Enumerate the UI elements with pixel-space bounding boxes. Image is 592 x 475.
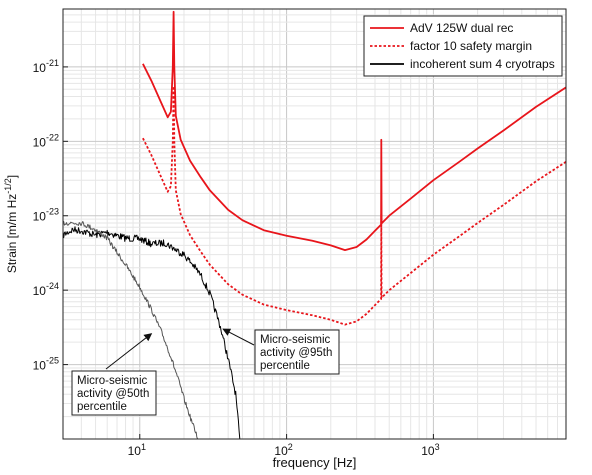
x-tick-label: 103 bbox=[421, 442, 439, 458]
series-line-3 bbox=[63, 220, 199, 439]
grid-layer bbox=[62, 8, 567, 440]
y-tick-label: 10-22 bbox=[33, 132, 59, 149]
annotation-text: activity @50th bbox=[77, 388, 149, 400]
ticks-layer: 101 102 103 10-25 10-24 10-23 10-22 10-21 bbox=[33, 58, 440, 458]
y-tick-label: 10-25 bbox=[33, 356, 59, 373]
annotation-text: percentile bbox=[260, 360, 310, 372]
y-axis-label: Strain [m/m Hz-1/2] bbox=[3, 175, 19, 273]
annotation-text: Micro-seismic bbox=[77, 375, 148, 387]
annotation-text: Micro-seismic bbox=[260, 334, 331, 346]
y-tick-label: 10-23 bbox=[33, 207, 59, 224]
legend: AdV 125W dual rec factor 10 safety margin… bbox=[363, 15, 563, 77]
x-tick-label: 101 bbox=[128, 442, 146, 458]
y-tick-label: 10-21 bbox=[33, 58, 59, 75]
annotation-box bbox=[254, 329, 340, 375]
series-line-2 bbox=[63, 226, 241, 439]
annotation-arrow bbox=[222, 328, 255, 346]
series-layer bbox=[63, 10, 566, 439]
legend-label: factor 10 safety margin bbox=[410, 39, 532, 53]
legend-label: AdV 125W dual rec bbox=[410, 21, 513, 35]
x-axis-label: frequency [Hz] bbox=[273, 455, 357, 470]
legend-label: incoherent sum 4 cryotraps bbox=[410, 57, 555, 71]
series-line-1 bbox=[142, 85, 566, 326]
annotation-text: percentile bbox=[77, 401, 127, 413]
plot-frame bbox=[62, 8, 567, 440]
x-tick-label: 102 bbox=[274, 442, 292, 458]
annotation-arrow bbox=[105, 333, 153, 370]
series-line-0 bbox=[142, 10, 566, 251]
annotation-box bbox=[71, 370, 157, 416]
y-tick-label: 10-24 bbox=[33, 281, 59, 298]
annotation-text: activity @95th bbox=[260, 347, 332, 359]
